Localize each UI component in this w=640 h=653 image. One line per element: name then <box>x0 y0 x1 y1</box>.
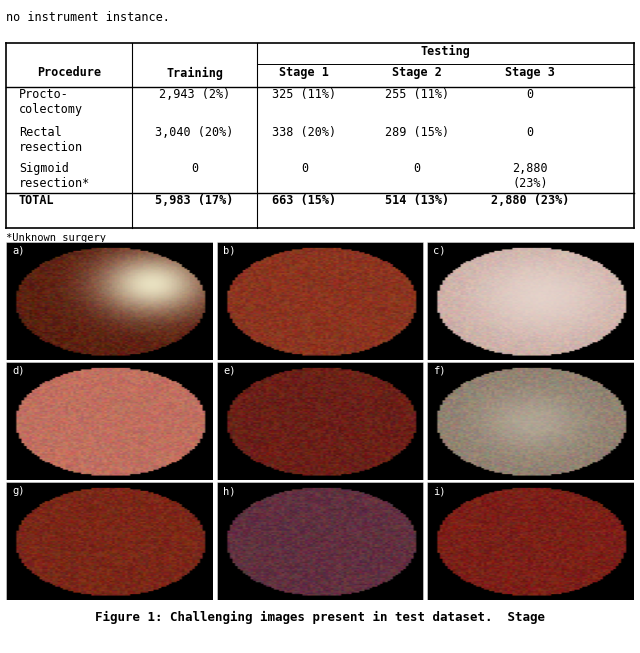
Text: a): a) <box>13 246 25 255</box>
Text: 255 (11%): 255 (11%) <box>385 88 449 101</box>
Text: Procedure: Procedure <box>37 67 101 80</box>
Text: Stage 3: Stage 3 <box>505 67 555 80</box>
Text: 338 (20%): 338 (20%) <box>272 126 337 139</box>
Text: 5,983 (17%): 5,983 (17%) <box>156 195 234 208</box>
Text: 0: 0 <box>413 163 420 176</box>
Text: 3,040 (20%): 3,040 (20%) <box>156 126 234 139</box>
Text: TOTAL: TOTAL <box>19 195 54 208</box>
Text: 514 (13%): 514 (13%) <box>385 195 449 208</box>
Text: no instrument instance.: no instrument instance. <box>6 11 170 24</box>
Text: 325 (11%): 325 (11%) <box>272 88 337 101</box>
Text: d): d) <box>13 366 25 375</box>
Text: Sigmoid
resection*: Sigmoid resection* <box>19 163 90 191</box>
Text: b): b) <box>223 246 236 255</box>
Text: Stage 1: Stage 1 <box>280 67 329 80</box>
Text: 0: 0 <box>301 163 308 176</box>
Text: Procto-
colectomy: Procto- colectomy <box>19 88 83 116</box>
Text: 0: 0 <box>527 126 534 139</box>
Text: Stage 2: Stage 2 <box>392 67 442 80</box>
Text: Rectal
resection: Rectal resection <box>19 126 83 154</box>
Text: 2,943 (2%): 2,943 (2%) <box>159 88 230 101</box>
Text: Figure 1: Challenging images present in test dataset.  Stage: Figure 1: Challenging images present in … <box>95 611 545 624</box>
Text: Training: Training <box>166 67 223 80</box>
Text: 0: 0 <box>191 163 198 176</box>
Text: c): c) <box>433 246 446 255</box>
Text: 2,880 (23%): 2,880 (23%) <box>491 195 570 208</box>
Text: Testing: Testing <box>420 45 470 58</box>
Text: h): h) <box>223 486 236 496</box>
Text: f): f) <box>433 366 446 375</box>
Text: 289 (15%): 289 (15%) <box>385 126 449 139</box>
Text: 2,880
(23%): 2,880 (23%) <box>512 163 548 191</box>
Text: i): i) <box>433 486 446 496</box>
Text: e): e) <box>223 366 236 375</box>
Text: 0: 0 <box>527 88 534 101</box>
Text: g): g) <box>13 486 25 496</box>
Text: 663 (15%): 663 (15%) <box>272 195 337 208</box>
Text: *Unknown surgery: *Unknown surgery <box>6 232 106 243</box>
